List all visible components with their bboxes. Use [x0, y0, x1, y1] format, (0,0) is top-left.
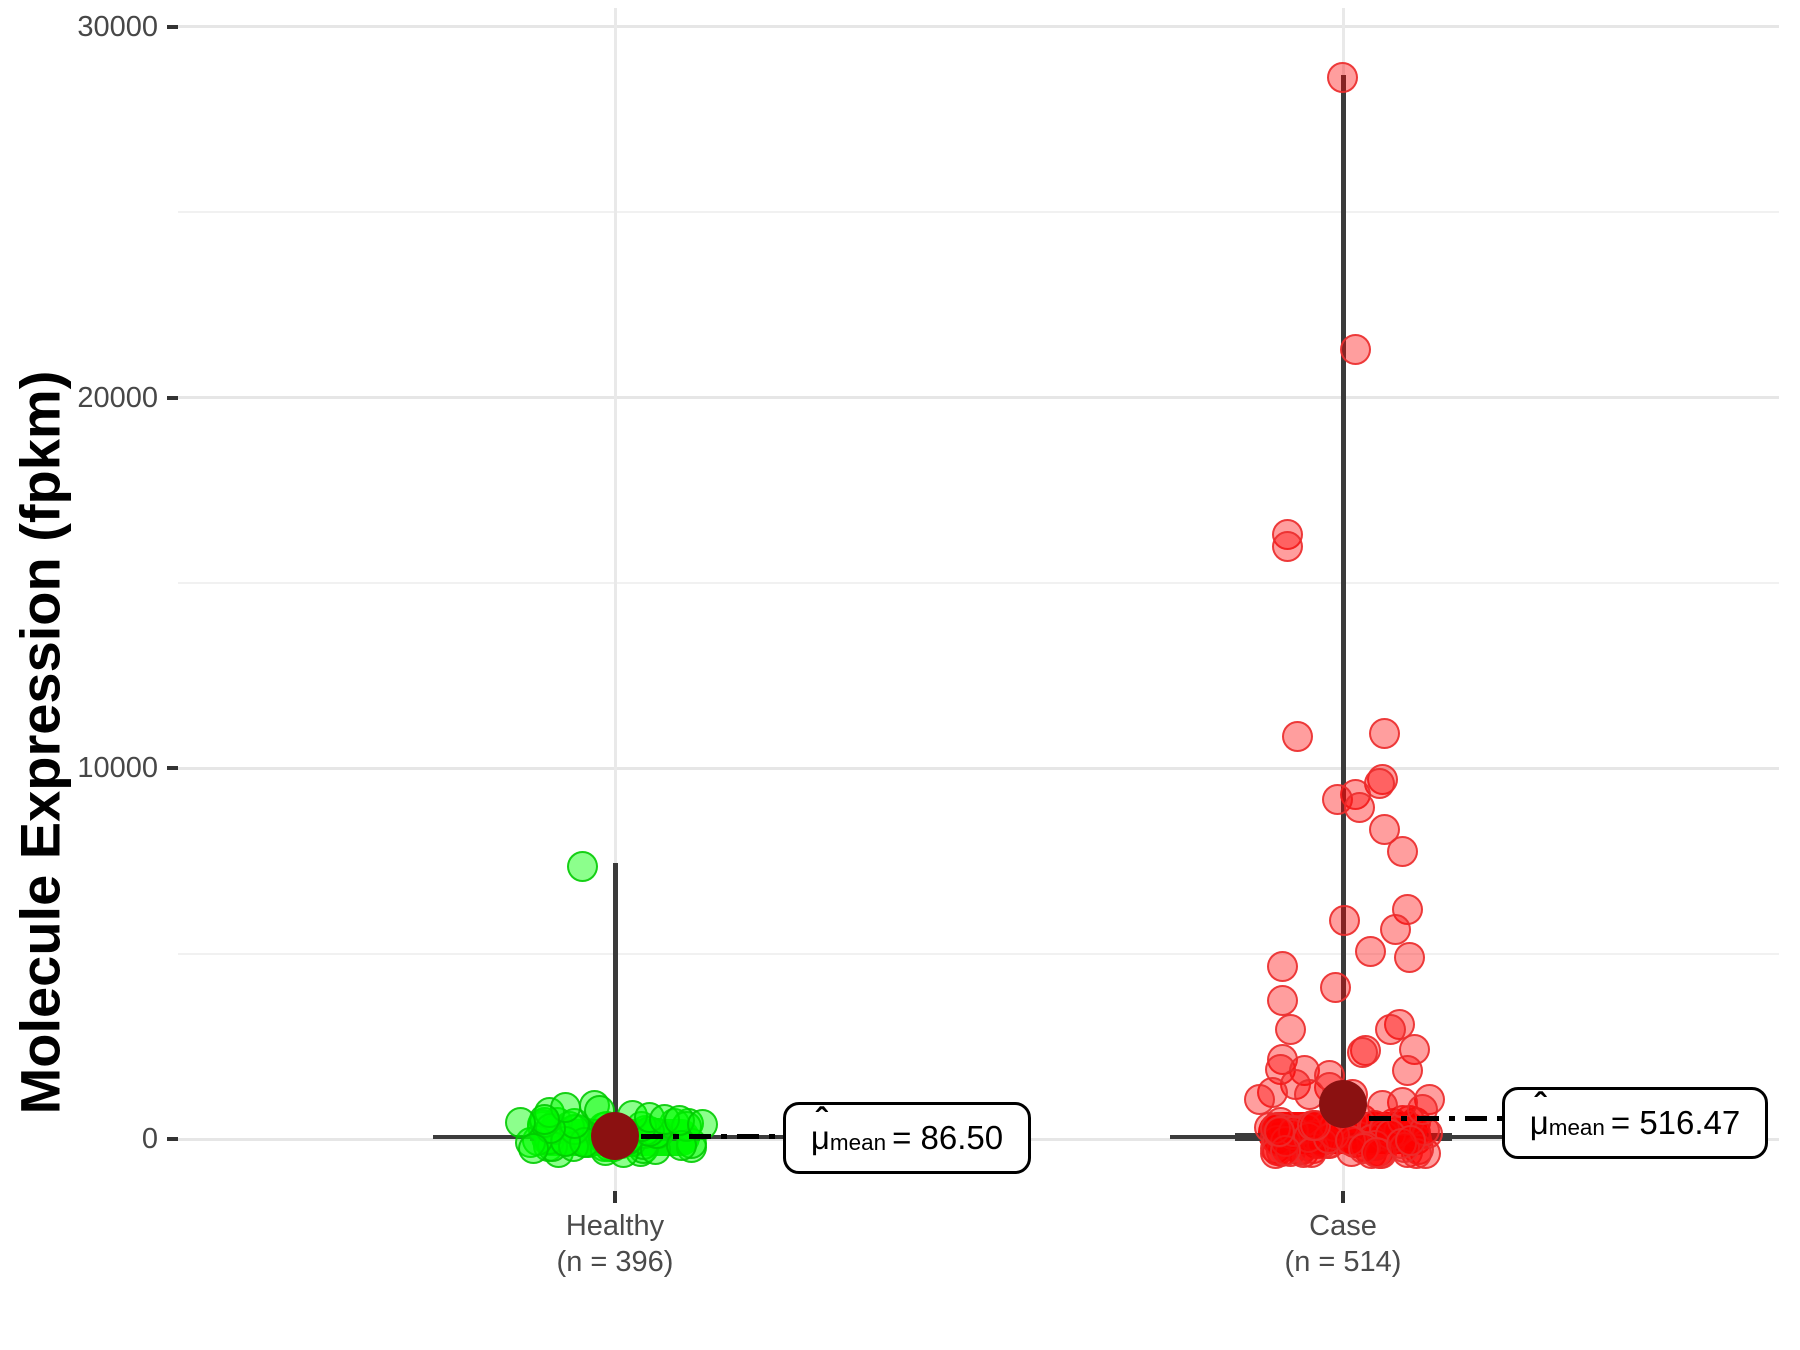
mean-connector-dash [1401, 1116, 1407, 1121]
mean-connector-dash [689, 1134, 711, 1139]
data-point [1281, 721, 1313, 753]
mean-point [591, 1111, 639, 1160]
data-point [1339, 334, 1371, 366]
data-point [1319, 971, 1351, 1003]
mu-subscript: mean [829, 1129, 887, 1155]
gridline-vertical [613, 8, 617, 1191]
data-point [1326, 61, 1358, 93]
y-axis-title: Molecule Expression (fpkm) [8, 370, 72, 1115]
y-tick-mark [167, 766, 178, 771]
data-point [1271, 530, 1303, 562]
x-tick-mark [1341, 1191, 1345, 1203]
mean-point [1319, 1079, 1367, 1128]
range-line [612, 862, 618, 1140]
data-point [1328, 904, 1360, 936]
y-tick-label: 10000 [77, 752, 158, 785]
data-point [1374, 1014, 1406, 1046]
y-tick-mark [167, 1137, 178, 1141]
jitter-point [1394, 1124, 1426, 1156]
data-point [1368, 814, 1400, 846]
x-label-healthy: Healthy (n = 396) [455, 1208, 775, 1280]
gridline-minor [178, 581, 1779, 584]
mean-connector-dash [1449, 1116, 1455, 1121]
y-tick-mark [167, 395, 178, 400]
y-tick-label: 0 [141, 1123, 158, 1155]
mean-value: = 516.47 [1610, 1104, 1741, 1141]
mean-connector-dash [1497, 1116, 1502, 1121]
mean-connector-dash [1465, 1116, 1487, 1121]
y-tick-label: 20000 [77, 381, 158, 414]
data-point [1243, 1083, 1275, 1115]
x-tick-mark [613, 1191, 617, 1203]
mu-subscript: mean [1548, 1114, 1605, 1140]
hat-accent: ˆ [815, 1101, 828, 1140]
x-label-case-name: Case [1309, 1210, 1377, 1242]
data-point [1274, 1014, 1306, 1046]
data-point [1379, 914, 1411, 946]
mean-connector-dash [737, 1134, 759, 1139]
x-label-healthy-name: Healthy [565, 1210, 665, 1242]
mean-connector-dash [1369, 1116, 1391, 1121]
data-point [1343, 791, 1375, 823]
data-point [1354, 936, 1386, 968]
x-label-case: Case (n = 514) [1183, 1208, 1503, 1280]
jitter-point [517, 1133, 549, 1165]
mean-connector-dash [1417, 1116, 1439, 1121]
mean-value: = 86.50 [892, 1119, 1004, 1156]
data-point [504, 1106, 536, 1138]
data-point [1391, 1054, 1423, 1086]
gridline-minor [178, 952, 1779, 955]
data-point [566, 851, 598, 883]
y-tick-mark [167, 24, 178, 29]
gridline-major [178, 396, 1779, 400]
gridline-major [178, 766, 1779, 770]
data-point [1346, 1036, 1378, 1068]
mean-connector-dash [673, 1134, 679, 1139]
gridline-minor [178, 211, 1779, 214]
data-point [1393, 942, 1425, 973]
range-line [1340, 75, 1346, 1140]
data-point [1368, 717, 1400, 749]
gridline-major [178, 25, 1779, 29]
y-tick-label: 30000 [77, 10, 158, 43]
data-point [1406, 1093, 1438, 1125]
jitter-point [1300, 1109, 1332, 1141]
mean-connector-dash [641, 1134, 663, 1139]
jitter-point [1264, 1115, 1296, 1147]
mean-connector-dash [721, 1134, 727, 1139]
mean-label-healthy: μ ˆ mean = 86.50 [783, 1102, 1031, 1174]
data-point [1266, 984, 1298, 1016]
data-point [1266, 951, 1298, 983]
data-point [1386, 836, 1418, 868]
mean-connector-dash [769, 1134, 775, 1139]
data-point [1366, 1089, 1398, 1121]
x-label-healthy-n: (n = 396) [556, 1246, 674, 1278]
hat-accent: ˆ [1534, 1086, 1546, 1125]
x-label-case-n: (n = 514) [1284, 1246, 1402, 1278]
mean-label-case: μ ˆ mean = 516.47 [1502, 1087, 1768, 1159]
